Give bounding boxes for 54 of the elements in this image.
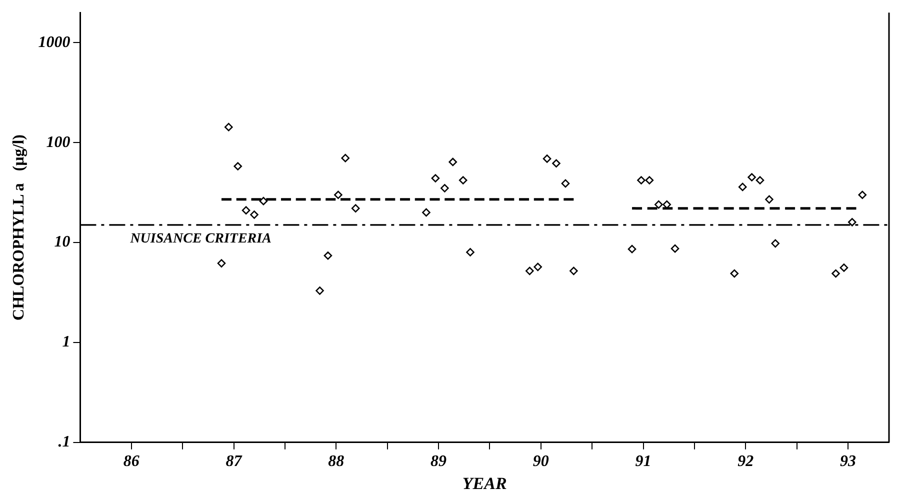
- point: [466, 248, 474, 256]
- point: [316, 286, 324, 295]
- point: [771, 239, 780, 248]
- point: [458, 176, 468, 184]
- point: [637, 176, 646, 184]
- x-tick-label: 93: [840, 453, 856, 470]
- point: [341, 154, 350, 162]
- point: [756, 176, 764, 184]
- point: [765, 195, 774, 204]
- point: [259, 196, 268, 206]
- point: [250, 210, 258, 219]
- point: [431, 174, 440, 182]
- point: [561, 179, 570, 188]
- x-tick-label: 86: [123, 453, 140, 470]
- point: [670, 244, 680, 253]
- point: [552, 159, 560, 168]
- ref-line-label: NUISANCE CRITERIA: [129, 232, 272, 247]
- y-tick-label: 1000: [38, 34, 70, 51]
- y-tick-label: .1: [58, 434, 70, 451]
- point: [832, 269, 840, 278]
- point: [748, 173, 756, 182]
- y-axis-title: CHLOROPHYLL a (μg/l): [10, 134, 28, 320]
- point: [351, 204, 360, 212]
- x-tick-label: 90: [532, 453, 549, 470]
- point: [534, 262, 542, 272]
- point: [628, 244, 636, 254]
- point: [738, 182, 747, 192]
- y-tick-label: 10: [54, 234, 70, 251]
- point: [217, 259, 226, 268]
- point: [234, 162, 242, 170]
- point: [848, 218, 856, 226]
- point: [324, 251, 332, 260]
- point: [570, 266, 578, 276]
- y-tick-label: 100: [46, 134, 70, 151]
- point: [542, 154, 552, 163]
- point: [730, 269, 739, 278]
- x-tick-label: 87: [226, 453, 243, 470]
- point: [422, 208, 430, 217]
- x-tick-label: 92: [738, 453, 754, 470]
- x-tick-label: 91: [635, 453, 652, 470]
- point: [654, 200, 663, 209]
- point: [242, 206, 250, 214]
- x-tick-label: 88: [328, 453, 344, 470]
- point: [224, 122, 233, 132]
- point: [440, 184, 449, 192]
- point: [840, 264, 848, 272]
- point: [858, 190, 867, 200]
- y-tick-label: 1: [62, 334, 70, 351]
- point: [334, 190, 342, 200]
- point: [525, 266, 534, 276]
- x-axis-title: YEAR: [462, 474, 507, 494]
- point: [645, 176, 654, 184]
- x-tick-label: 89: [430, 453, 447, 470]
- point: [448, 158, 458, 166]
